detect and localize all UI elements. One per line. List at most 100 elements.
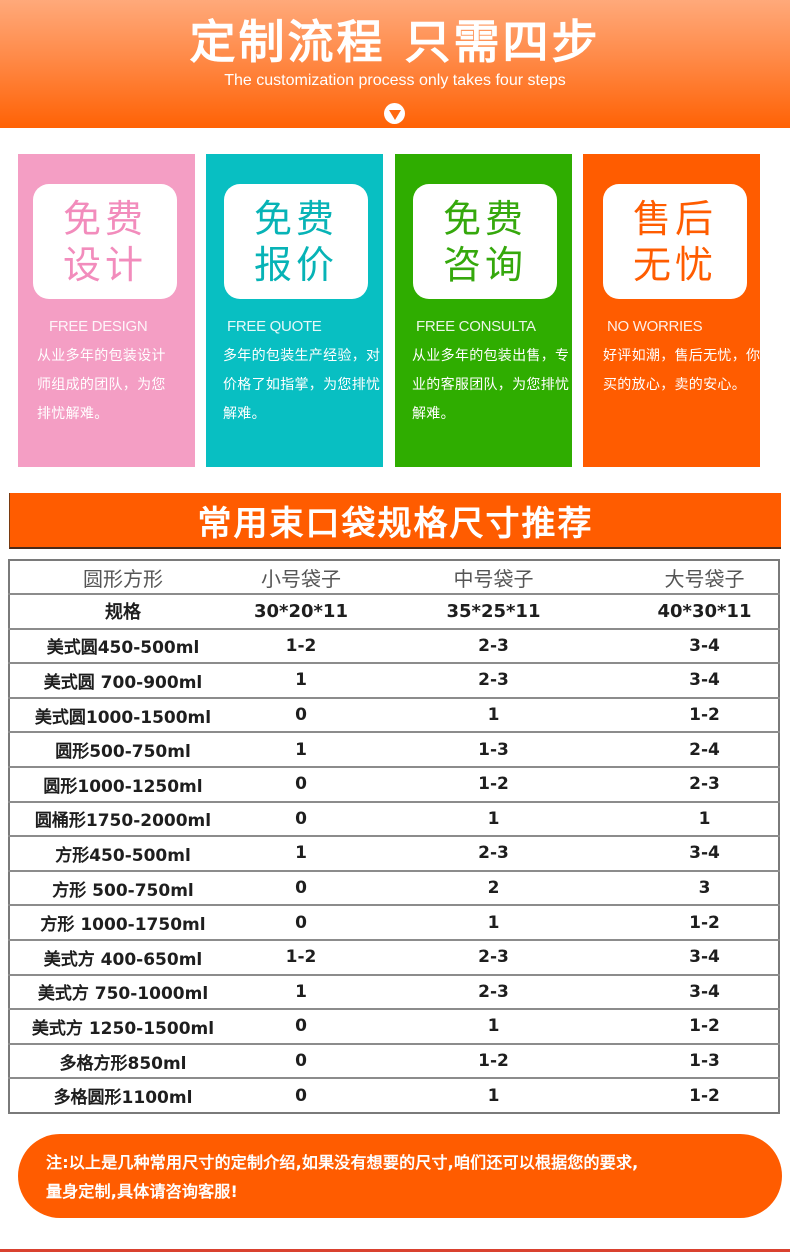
bottle-type-cell: 方形 1000-1750ml (9, 904, 236, 940)
step-badge-line2: 设计 (62, 242, 147, 287)
quantity-cell: 1-2 (411, 765, 586, 802)
quantity-cell: 0 (236, 869, 411, 906)
table-row: 方形 500-750ml 0 2 3 (9, 869, 779, 906)
step-english-label: NO WORRIES (607, 318, 703, 335)
quantity-cell: 1 (411, 696, 586, 733)
table-row: 美式圆1000-1500ml 0 1 1-2 (9, 696, 779, 733)
bottle-type-cell: 美式方 1250-1500ml (9, 1008, 236, 1044)
step-card-no-worries: 售后 无忧 NO WORRIES 好评如潮，售后无忧，你买的放心，卖的安心。 (583, 154, 760, 467)
quantity-cell: 0 (236, 904, 411, 940)
step-badge-line1: 免费 (253, 196, 338, 241)
table-row: 圆形1000-1250ml 0 1-2 2-3 (9, 765, 779, 802)
process-header-banner: 定制流程 只需四步 The customization process only… (0, 0, 790, 128)
step-description: 多年的包装生产经验，对价格了如指掌，为您排忧解难。 (223, 348, 381, 422)
quantity-cell: 1-2 (411, 1042, 586, 1079)
quantity-cell: 1 (236, 835, 411, 871)
table-row: 美式方 750-1000ml 1 2-3 3-4 (9, 973, 779, 1010)
quantity-cell: 2-3 (411, 662, 586, 698)
table-row: 方形 1000-1750ml 0 1 1-2 (9, 904, 779, 940)
process-subtitle: The customization process only takes fou… (224, 72, 566, 89)
quantity-cell: 1-3 (411, 731, 586, 767)
bottle-type-cell: 多格方形850ml (9, 1042, 236, 1079)
quantity-cell: 0 (236, 1077, 411, 1113)
quantity-cell: 0 (236, 696, 411, 733)
size-spec-table: 圆形方形 小号袋子 中号袋子 大号袋子 规格 30*20*11 35*25*11… (8, 559, 780, 1114)
quantity-cell: 3-4 (586, 627, 779, 664)
quantity-cell: 3-4 (586, 835, 779, 871)
custom-size-note: 注:以上是几种常用尺寸的定制介绍,如果没有想要的尺寸,咱们还可以根据您的要求, … (18, 1134, 782, 1218)
quantity-cell: 3-4 (586, 938, 779, 975)
bottle-type-cell: 美式方 750-1000ml (9, 973, 236, 1010)
step-card-free-consulting: 免费 咨询 FREE CONSULTA 从业多年的包装出售，专业的客服团队，为您… (395, 154, 572, 467)
column-header: 中号袋子 (453, 566, 534, 591)
quantity-cell: 1-2 (236, 627, 411, 664)
quantity-cell: 1 (411, 1008, 586, 1044)
bottle-type-cell: 圆形1000-1250ml (9, 765, 236, 802)
bottle-type-cell: 方形 500-750ml (9, 869, 236, 906)
quantity-cell: 1-2 (586, 1077, 779, 1113)
quantity-cell: 3-4 (586, 973, 779, 1010)
quantity-cell: 1 (236, 662, 411, 698)
step-badge-line1: 免费 (62, 196, 147, 241)
step-card-free-design: 免费 设计 FREE DESIGN 从业多年的包装设计师组成的团队，为您排忧解难… (18, 154, 195, 467)
step-description: 好评如潮，售后无忧，你买的放心，卖的安心。 (603, 348, 761, 393)
quantity-cell: 2-3 (411, 973, 586, 1010)
step-badge-line2: 无忧 (632, 242, 717, 287)
note-line-1: 注:以上是几种常用尺寸的定制介绍,如果没有想要的尺寸,咱们还可以根据您的要求, (46, 1153, 639, 1172)
quantity-cell: 2-3 (411, 835, 586, 871)
step-badge-line2: 报价 (253, 242, 338, 287)
table-row: 圆形500-750ml 1 1-3 2-4 (9, 731, 779, 767)
step-english-label: FREE QUOTE (227, 318, 322, 335)
step-english-label: FREE CONSULTA (416, 318, 536, 335)
bottle-type-cell: 美式圆1000-1500ml (9, 696, 236, 733)
quantity-cell: 1 (236, 973, 411, 1010)
bottom-divider (0, 1249, 790, 1252)
quantity-cell: 2-3 (586, 765, 779, 802)
column-header: 圆形方形 (83, 566, 163, 591)
quantity-cell: 1 (411, 904, 586, 940)
quantity-cell: 1-3 (586, 1042, 779, 1079)
quantity-cell: 2 (411, 869, 586, 906)
quantity-cell: 3 (586, 869, 779, 906)
bottle-type-cell: 圆形500-750ml (9, 731, 236, 767)
bottle-type-cell: 美式圆450-500ml (9, 627, 236, 664)
column-header: 小号袋子 (261, 566, 341, 591)
step-badge-line1: 免费 (442, 196, 527, 241)
table-header-row: 圆形方形 小号袋子 中号袋子 大号袋子 (9, 560, 779, 594)
quantity-cell: 2-4 (586, 731, 779, 767)
table-row: 美式方 1250-1500ml 0 1 1-2 (9, 1008, 779, 1044)
quantity-cell: 0 (236, 1008, 411, 1044)
table-row: 美式圆 700-900ml 1 2-3 3-4 (9, 662, 779, 698)
step-description: 从业多年的包装出售，专业的客服团队，为您排忧解难。 (412, 348, 570, 422)
quantity-cell: 1 (586, 800, 779, 837)
quantity-cell: 1 (411, 800, 586, 837)
table-row: 美式方 400-650ml 1-2 2-3 3-4 (9, 938, 779, 975)
step-badge: 免费 设计 (33, 184, 177, 299)
process-title: 定制流程 只需四步 (189, 15, 601, 69)
quantity-cell: 1-2 (586, 1008, 779, 1044)
step-badge: 免费 咨询 (413, 184, 557, 299)
quantity-cell: 2-3 (411, 938, 586, 975)
quantity-cell: 0 (236, 800, 411, 837)
step-badge-line1: 售后 (632, 196, 717, 241)
step-badge-line2: 咨询 (442, 242, 527, 287)
quantity-cell: 1-2 (236, 938, 411, 975)
table-row: 美式圆450-500ml 1-2 2-3 3-4 (9, 627, 779, 664)
step-badge: 售后 无忧 (603, 184, 747, 299)
quantity-cell: 1-2 (586, 904, 779, 940)
bottle-type-cell: 方形450-500ml (9, 835, 236, 871)
table-cell: 30*20*11 (236, 593, 411, 629)
down-arrow-icon (384, 103, 405, 124)
step-card-free-quote: 免费 报价 FREE QUOTE 多年的包装生产经验，对价格了如指掌，为您排忧解… (206, 154, 383, 467)
table-row: 圆桶形1750-2000ml 0 1 1 (9, 800, 779, 837)
note-line-2: 量身定制,具体请咨询客服! (46, 1182, 238, 1201)
table-size-row: 规格 30*20*11 35*25*11 40*30*11 (9, 593, 779, 629)
quantity-cell: 1 (236, 731, 411, 767)
quantity-cell: 0 (236, 1042, 411, 1079)
step-badge: 免费 报价 (224, 184, 368, 299)
column-header: 大号袋子 (664, 566, 745, 591)
size-recommendation-banner: 常用束口袋规格尺寸推荐 (9, 493, 781, 549)
quantity-cell: 1-2 (586, 696, 779, 733)
table-row: 方形450-500ml 1 2-3 3-4 (9, 835, 779, 871)
bottle-type-cell: 美式圆 700-900ml (9, 662, 236, 698)
